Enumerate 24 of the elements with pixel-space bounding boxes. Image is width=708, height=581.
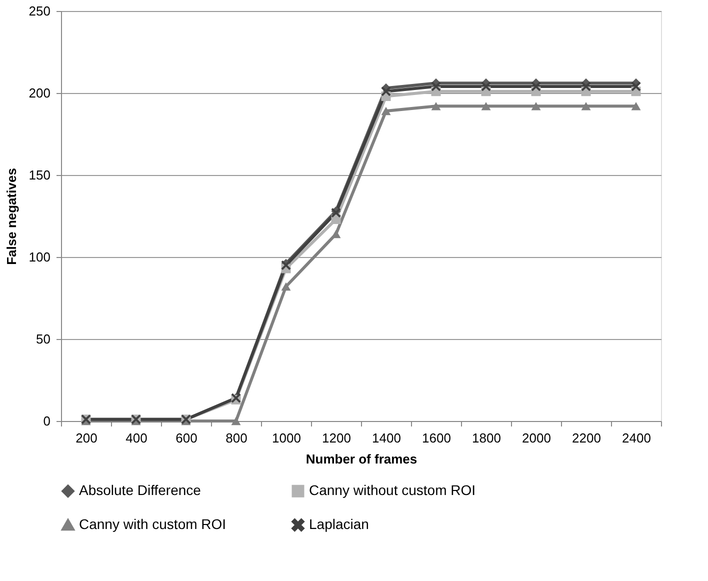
legend-label: Absolute Difference <box>79 482 202 498</box>
x-tick-label: 1400 <box>372 430 401 446</box>
y-tick-label: 150 <box>28 168 50 182</box>
y-tick-label: 200 <box>28 86 50 100</box>
x-tick-label: 200 <box>76 430 98 446</box>
legend-label: Canny without custom ROI <box>309 482 476 498</box>
x-tick-label: 400 <box>126 430 148 446</box>
legend-label: Laplacian <box>309 516 369 532</box>
x-tick-label: 2400 <box>622 430 651 446</box>
x-axis-title: Number of frames <box>306 452 418 466</box>
y-tick-label: 100 <box>28 250 50 264</box>
legend-label: Canny with custom ROI <box>79 516 226 532</box>
x-tick-label: 2000 <box>522 430 551 446</box>
x-tick-label: 1800 <box>472 430 501 446</box>
y-tick-label: 0 <box>43 414 50 428</box>
y-tick-label: 50 <box>36 332 50 346</box>
x-tick-label: 1200 <box>322 430 351 446</box>
y-axis-title: False negatives <box>4 168 19 265</box>
x-tick-label: 800 <box>226 430 248 446</box>
x-tick-label: 600 <box>176 430 198 446</box>
x-tick-label: 1600 <box>422 430 451 446</box>
x-tick-label: 1000 <box>272 430 301 446</box>
y-tick-label: 250 <box>28 4 50 18</box>
x-tick-label: 2200 <box>572 430 601 446</box>
